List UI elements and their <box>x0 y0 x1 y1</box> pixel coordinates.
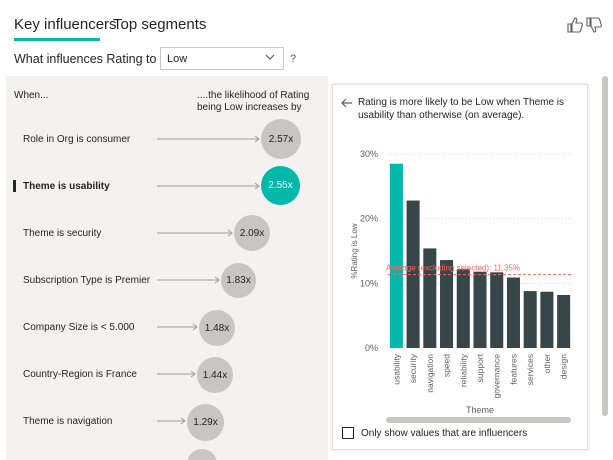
y-axis-label: %Rating is Low <box>350 223 359 278</box>
dropdown-selected-value: Low <box>167 53 188 65</box>
bar[interactable] <box>473 271 487 348</box>
connector-arrowhead <box>180 417 186 425</box>
x-tick-label: navigation <box>425 354 435 393</box>
influencers-only-label: Only show values that are influencers <box>361 428 528 439</box>
connector-arrowhead <box>254 182 260 190</box>
y-tick-label: 20% <box>360 214 378 224</box>
influencer-bubble[interactable]: 1.48x <box>199 310 235 346</box>
x-tick-label: features <box>508 354 518 385</box>
tab-key-influencers[interactable]: Key influencers <box>14 16 117 33</box>
bar[interactable] <box>423 248 437 348</box>
x-tick-label: reliability <box>458 353 468 387</box>
influencer-row-label[interactable]: Theme is security <box>23 228 102 239</box>
selected-row-indicator <box>13 180 16 192</box>
y-tick-label: 30% <box>360 149 378 159</box>
x-axis-label: Theme <box>466 405 494 415</box>
influencer-bubble-partial[interactable] <box>187 449 217 460</box>
question-label: What influences Rating to be <box>14 52 174 66</box>
y-tick-label: 10% <box>360 278 378 288</box>
influencer-connector-lines <box>157 135 260 425</box>
connector-arrowhead <box>190 370 196 378</box>
detail-title: Rating is more likely to be Low when The… <box>358 97 565 121</box>
influencer-bubble-selected[interactable]: 2.55x <box>261 166 300 205</box>
influencer-row-label[interactable]: Role in Org is consumer <box>23 134 131 145</box>
x-tick-label: security <box>408 353 418 383</box>
connector-arrowhead <box>254 135 260 143</box>
influencer-row-label[interactable]: Subscription Type is Premier <box>23 275 151 286</box>
vertical-scrollbar[interactable] <box>602 76 608 416</box>
connector-arrowhead <box>227 229 233 237</box>
influencer-bubble[interactable]: 1.83x <box>221 263 256 298</box>
influencer-row-label[interactable]: Theme is navigation <box>23 416 113 427</box>
y-tick-label: 0% <box>365 343 378 353</box>
x-tick-label: usability <box>391 353 401 384</box>
chart-horizontal-scrollbar[interactable] <box>386 417 571 423</box>
influencer-detail-panel <box>332 84 588 450</box>
thumbs-up-icon[interactable] <box>566 16 584 34</box>
help-icon[interactable]: ? <box>290 53 297 65</box>
rating-value-dropdown[interactable]: Low <box>160 47 284 70</box>
influencer-bubble[interactable]: 2.57x <box>261 119 301 159</box>
influencer-row-label[interactable]: Theme is usability <box>23 181 110 192</box>
thumbs-down-icon[interactable] <box>585 16 603 34</box>
arrow-left-icon[interactable] <box>340 96 354 110</box>
x-tick-label: speed <box>442 354 452 377</box>
influencers-only-checkbox[interactable] <box>342 427 354 439</box>
bar[interactable] <box>389 163 403 348</box>
bar[interactable] <box>440 260 454 348</box>
influencer-row-label[interactable]: Country-Region is France <box>23 369 137 380</box>
bar[interactable] <box>506 277 520 348</box>
connector-arrowhead <box>192 323 198 331</box>
bar[interactable] <box>523 291 537 348</box>
tab-top-segments[interactable]: Top segments <box>113 16 207 33</box>
x-tick-label: governance <box>492 354 502 399</box>
x-tick-label: services <box>525 354 535 385</box>
bar[interactable] <box>490 272 504 348</box>
theme-bar-chart: 0% 10% 20% 30% %Rating is Low usability securi… <box>350 149 572 415</box>
bar[interactable] <box>557 294 571 348</box>
x-tick-label: support <box>475 353 485 382</box>
average-label: Average (excluding selected): 11.35% <box>386 264 520 273</box>
connector-arrowhead <box>214 276 220 284</box>
x-tick-label: other <box>542 354 552 374</box>
when-column-header: When... <box>14 90 49 101</box>
influencer-bubble[interactable]: 1.29x <box>187 404 224 441</box>
bar[interactable] <box>456 269 470 348</box>
bar[interactable] <box>540 291 554 348</box>
active-tab-indicator <box>14 38 100 41</box>
influencer-bubble[interactable]: 2.09x <box>234 215 270 251</box>
influencer-bubble[interactable]: 1.44x <box>197 357 233 393</box>
influencer-row-label[interactable]: Company Size is < 5.000 <box>23 322 135 333</box>
likelihood-column-header: ....the likelihood of Rating being Low i… <box>197 90 310 113</box>
x-tick-label: design <box>559 354 569 379</box>
chevron-down-icon <box>265 54 275 60</box>
